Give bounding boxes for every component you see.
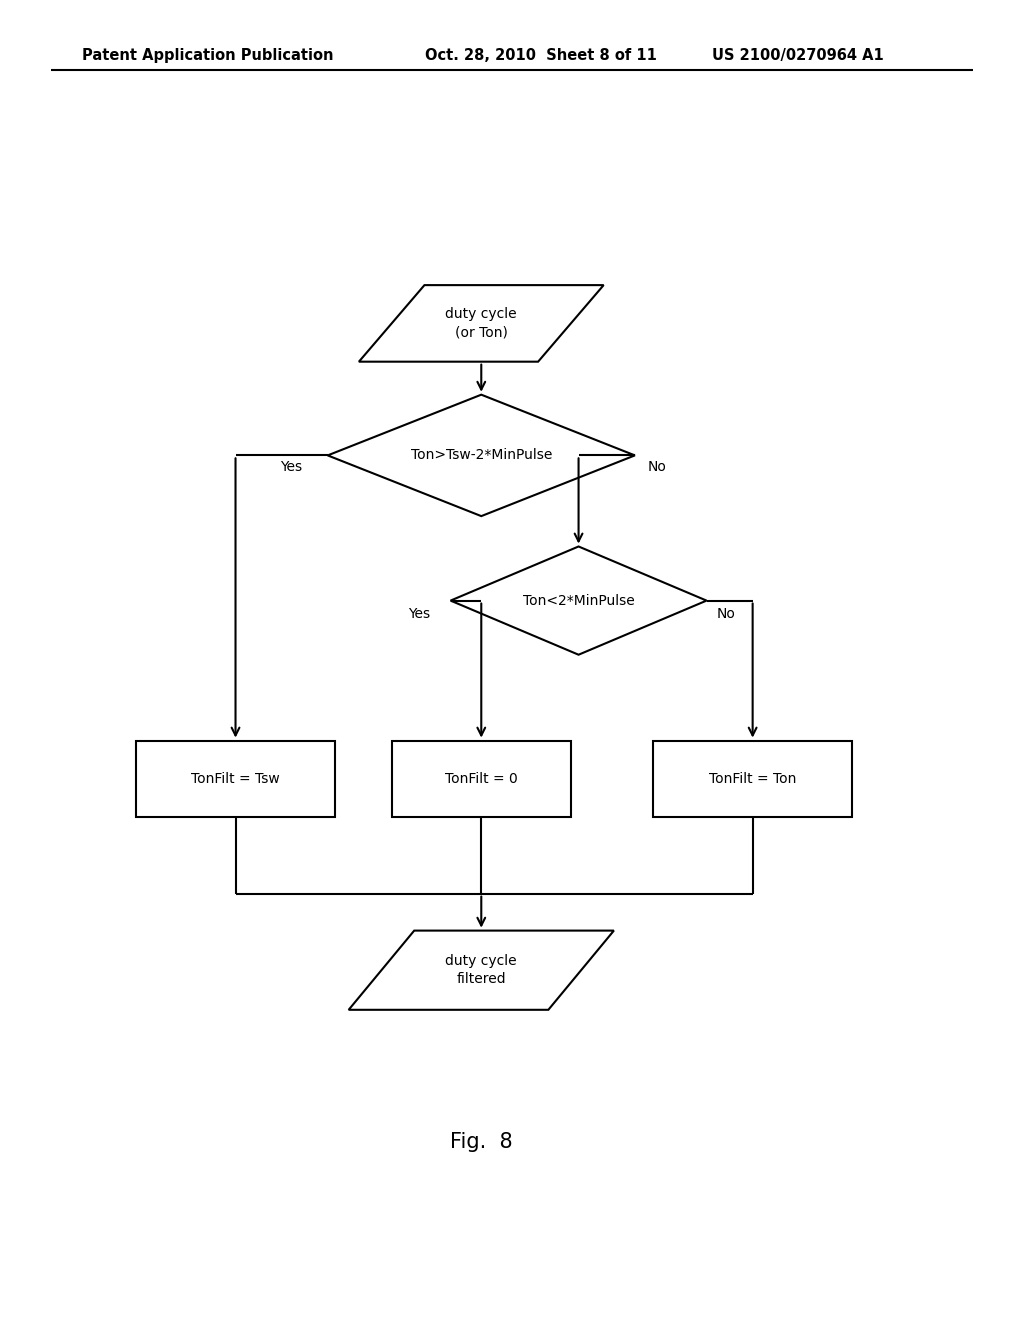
Text: Ton<2*MinPulse: Ton<2*MinPulse <box>522 594 635 607</box>
Text: Yes: Yes <box>408 607 430 620</box>
Text: No: No <box>717 607 735 620</box>
Bar <box>653 741 852 817</box>
Text: No: No <box>647 461 666 474</box>
Text: Oct. 28, 2010  Sheet 8 of 11: Oct. 28, 2010 Sheet 8 of 11 <box>425 48 656 63</box>
Text: duty cycle
(or Ton): duty cycle (or Ton) <box>445 308 517 339</box>
Text: TonFilt = Tsw: TonFilt = Tsw <box>191 772 280 785</box>
Text: US 2100/0270964 A1: US 2100/0270964 A1 <box>712 48 884 63</box>
Text: TonFilt = Ton: TonFilt = Ton <box>709 772 797 785</box>
Text: TonFilt = 0: TonFilt = 0 <box>444 772 518 785</box>
Bar <box>391 741 570 817</box>
Text: Ton>Tsw-2*MinPulse: Ton>Tsw-2*MinPulse <box>411 449 552 462</box>
Text: Yes: Yes <box>280 461 302 474</box>
Text: duty cycle
filtered: duty cycle filtered <box>445 954 517 986</box>
Text: Fig.  8: Fig. 8 <box>450 1131 513 1152</box>
Bar <box>135 741 336 817</box>
Text: Patent Application Publication: Patent Application Publication <box>82 48 334 63</box>
